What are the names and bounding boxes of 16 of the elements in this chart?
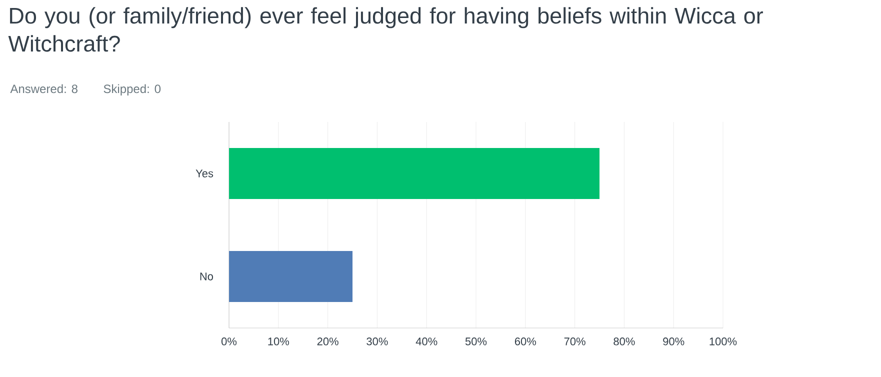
y-tick-label: No (200, 272, 214, 280)
y-tick-label: Yes (196, 170, 214, 178)
x-tick-label: 20% (317, 338, 338, 346)
x-tick-label: 70% (564, 338, 586, 346)
x-tick-label: 90% (663, 338, 684, 346)
x-tick-label: 30% (366, 338, 388, 346)
x-tick-label: 50% (465, 338, 487, 346)
x-tick-label: 40% (416, 338, 438, 346)
x-tick-label: 100% (710, 338, 737, 346)
x-tick-label: 10% (268, 338, 290, 346)
text: Answered: 8 (10, 84, 78, 94)
x-tick-label: 80% (614, 338, 635, 346)
text: Skipped: 0 (104, 84, 161, 96)
chart-title: Do you (or family/friend) ever feel judged for having beliefs within Wicca or Witchcraft? (8, 7, 763, 52)
x-tick-label: 0% (221, 338, 237, 346)
x-tick-label: 60% (514, 338, 536, 346)
